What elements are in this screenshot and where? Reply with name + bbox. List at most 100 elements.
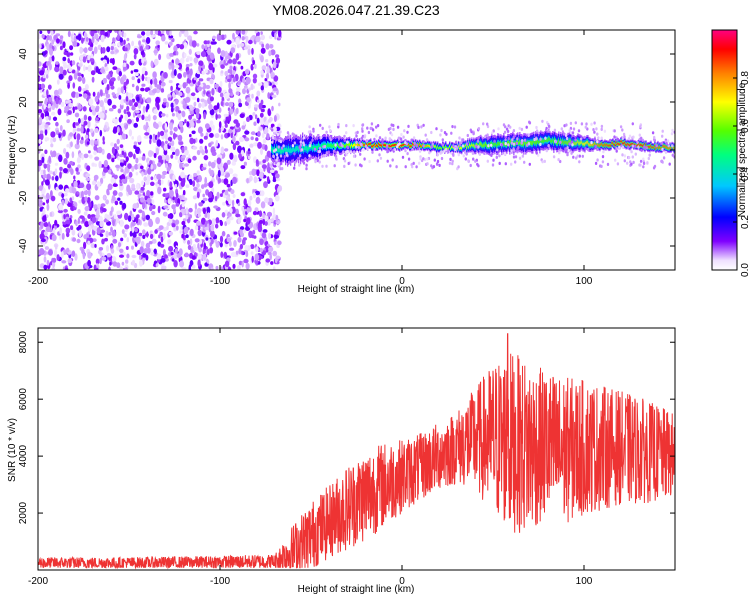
spectrogram-band-cell [352,145,354,148]
spectrogram-noise-cell [84,196,88,202]
spectrogram-noise-cell [634,144,637,148]
spectrogram-noise-cell [471,151,475,155]
spectrogram-noise-cell [245,226,251,232]
spectrogram-noise-cell [226,237,231,243]
spectrogram-noise-cell [279,167,282,171]
spectrogram-noise-cell [209,247,214,254]
spectrogram-noise-cell [106,46,111,53]
spectrogram-band-cell [524,140,526,144]
spectrogram-band-cell [350,145,352,148]
spectrogram-noise-cell [120,168,124,173]
spectrogram-noise-cell [111,256,117,263]
spectrogram-band-cell [491,141,493,146]
spectrogram-noise-cell [135,116,140,122]
spectrogram-noise-cell [146,97,152,103]
spectrogram-band-cell [523,141,525,146]
spectrogram-band-cell [498,141,500,146]
spectrogram-noise-cell [179,212,183,218]
spectrogram-noise-cell [120,114,124,119]
spectrogram-noise-cell [558,151,561,155]
spectrogram-band-cell [583,142,585,146]
spectrogram-noise-cell [39,70,45,76]
spectrogram-noise-cell [77,104,82,110]
spectrogram-noise-cell [46,259,50,266]
spectrogram-noise-cell [112,118,116,123]
spectrogram-noise-cell [251,47,254,55]
spectrogram-noise-cell [69,52,74,56]
spectrogram-noise-cell [198,65,202,72]
spectrogram-noise-cell [193,30,198,35]
spectrogram-noise-cell [180,180,185,187]
spectrogram-noise-cell [230,251,237,257]
spectrogram-noise-cell [342,157,346,161]
spectrogram-noise-cell [223,113,229,117]
spectrogram-noise-cell [179,260,185,268]
spectrogram-noise-cell [149,233,154,239]
spectrogram-noise-cell [486,125,490,129]
spectrogram-band-cell [426,145,428,147]
spectrogram-band-cell [549,137,551,141]
spectrogram-noise-cell [146,197,152,204]
spectrogram-noise-cell [105,230,109,238]
spectrogram-noise-cell [189,82,195,87]
spectrogram-band-cell [422,144,424,146]
spectrogram-noise-cell [140,240,145,248]
spectrogram-noise-cell [207,47,211,56]
spectrogram-noise-cell [202,163,208,168]
spectrogram-noise-cell [168,245,174,252]
spectrogram-noise-cell [105,93,111,99]
spectrogram-noise-cell [451,159,454,163]
spectrogram-band-cell [465,144,467,147]
spectrogram-noise-cell [38,109,43,114]
spectrogram-band-cell [670,147,672,150]
spectrogram-noise-cell [62,41,66,49]
spectrogram-noise-cell [145,242,151,249]
spectrogram-band-cell [489,144,491,148]
spectrogram-noise-cell [180,126,184,134]
spectrogram-noise-cell [257,141,262,149]
spectrogram-noise-cell [483,135,487,139]
spectrogram-noise-cell [150,60,154,68]
spectrogram-noise-cell [450,131,453,135]
spectrogram-noise-cell [594,161,598,165]
spectrogram-band-cell [450,148,452,150]
spectrogram-noise-cell [223,178,229,185]
spectrogram-band-cell [642,145,644,147]
spectrogram-noise-cell [192,138,196,144]
spectrogram-band-cell [410,145,412,148]
spectrogram-noise-cell [665,141,668,146]
spectrogram-band-cell [497,142,499,146]
spectrogram-noise-cell [491,131,494,135]
spectrogram-band-cell [363,144,365,147]
spectrogram-noise-cell [106,214,111,220]
spectrogram-noise-cell [138,75,143,79]
spectrogram-noise-cell [41,193,45,199]
spectrogram-noise-cell [142,202,146,209]
spectrogram-noise-cell [194,238,200,243]
spectrogram-noise-cell [55,186,59,192]
spectrogram-band-cell [377,145,379,147]
spectrogram-band-cell [619,143,621,146]
spectrogram-noise-cell [67,30,71,38]
spectrogram-noise-cell [275,57,281,64]
spectrogram-noise-cell [356,130,359,134]
spectrogram-noise-cell [260,34,266,41]
spectrogram-noise-cell [141,210,145,218]
spectrogram-noise-cell [49,63,52,71]
spectrogram-noise-cell [619,125,623,129]
spectrogram-band-cell [567,141,569,146]
spectrogram-noise-cell [77,164,81,169]
spectrogram-noise-cell [125,96,129,102]
spectrogram-noise-cell [76,156,81,164]
spectrogram-noise-cell [233,154,238,163]
spectrogram-noise-cell [83,241,87,250]
spectrogram-noise-cell [268,232,271,240]
spectrogram-noise-cell [503,130,507,134]
spectrogram-noise-cell [232,263,236,269]
spectrogram-noise-cell [166,167,171,172]
spectrogram-noise-cell [91,162,95,167]
spectrogram-band-cell [297,146,299,151]
spectrogram-noise-cell [671,128,674,132]
spectrogram-noise-cell [64,267,69,270]
spectrogram-noise-cell [277,185,283,192]
